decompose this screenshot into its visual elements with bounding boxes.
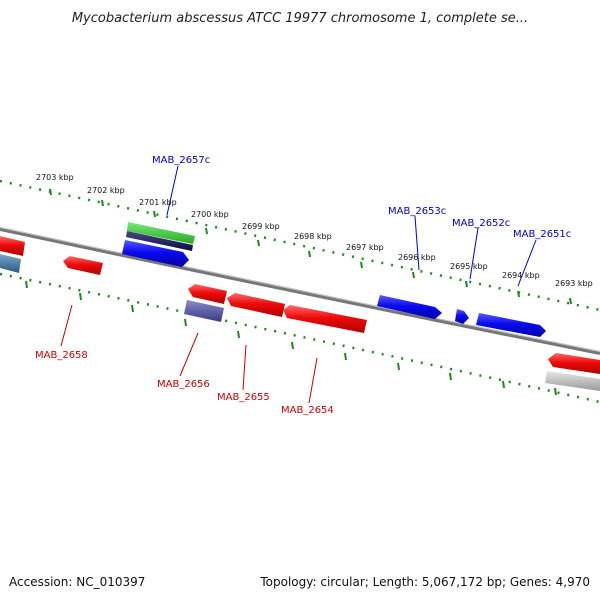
inner-tick-track bbox=[0, 272, 600, 404]
gene-label-mab-2656[interactable]: MAB_2656 bbox=[157, 379, 210, 390]
gene-mab-2652c[interactable] bbox=[455, 309, 469, 324]
gene-label-mab-2657c[interactable]: MAB_2657c bbox=[152, 155, 210, 166]
gene-feature-navy[interactable] bbox=[126, 231, 193, 251]
tick-labels: 2703 kbp 2702 kbp 2701 kbp 2700 kbp 2699… bbox=[36, 173, 593, 288]
tick-label: 2700 kbp bbox=[191, 210, 229, 219]
label-leaders bbox=[60, 165, 537, 404]
tick-label: 2698 kbp bbox=[294, 232, 332, 241]
outer-tick-track bbox=[0, 179, 600, 312]
tick-label: 2694 kbp bbox=[502, 271, 540, 280]
gene-label-mab-2653c[interactable]: MAB_2653c bbox=[388, 206, 446, 217]
chromosome-backbone bbox=[0, 227, 600, 355]
tick-label: 2695 kbp bbox=[450, 262, 488, 271]
gene-label-mab-2654[interactable]: MAB_2654 bbox=[281, 405, 334, 416]
tick-label: 2696 kbp bbox=[398, 253, 436, 262]
accession-text: Accession: NC_010397 bbox=[9, 575, 145, 589]
gene-mab-2651c[interactable] bbox=[476, 313, 546, 337]
gene-mab-2657c[interactable] bbox=[122, 240, 189, 267]
gene-left-edge-red[interactable] bbox=[0, 236, 25, 256]
gene-right-edge-red[interactable] bbox=[548, 353, 600, 374]
gene-label-mab-2652c[interactable]: MAB_2652c bbox=[452, 218, 510, 229]
gene-right-edge-grey[interactable] bbox=[545, 371, 600, 391]
gene-mab-2656[interactable] bbox=[188, 284, 227, 304]
gene-feature-green[interactable] bbox=[127, 222, 195, 244]
gene-feature-slate[interactable] bbox=[184, 300, 224, 322]
tick-label: 2703 kbp bbox=[36, 173, 74, 182]
tick-label: 2697 kbp bbox=[346, 243, 384, 252]
map-title: Mycobacterium abscessus ATCC 19977 chrom… bbox=[72, 11, 528, 26]
forward-gene-labels: MAB_2657c MAB_2653c MAB_2652c MAB_2651c bbox=[152, 155, 571, 240]
tick-label: 2701 kbp bbox=[139, 198, 177, 207]
gene-mab-2655[interactable] bbox=[227, 293, 285, 317]
reverse-gene-labels: MAB_2658 MAB_2656 MAB_2655 MAB_2654 bbox=[35, 350, 334, 416]
gene-mab-2654[interactable] bbox=[283, 305, 367, 333]
gene-mab-2658[interactable] bbox=[63, 256, 103, 275]
reverse-genes bbox=[0, 236, 600, 391]
gene-label-mab-2651c[interactable]: MAB_2651c bbox=[513, 229, 571, 240]
gene-label-mab-2658[interactable]: MAB_2658 bbox=[35, 350, 88, 361]
tick-label: 2702 kbp bbox=[87, 186, 125, 195]
gene-left-edge-steel[interactable] bbox=[0, 254, 21, 273]
gene-label-mab-2655[interactable]: MAB_2655 bbox=[217, 392, 270, 403]
genome-summary-text: Topology: circular; Length: 5,067,172 bp… bbox=[259, 575, 590, 589]
tick-label: 2693 kbp bbox=[555, 279, 593, 288]
gene-mab-2653c[interactable] bbox=[377, 295, 442, 319]
forward-genes bbox=[122, 222, 546, 337]
tick-label: 2699 kbp bbox=[242, 222, 280, 231]
